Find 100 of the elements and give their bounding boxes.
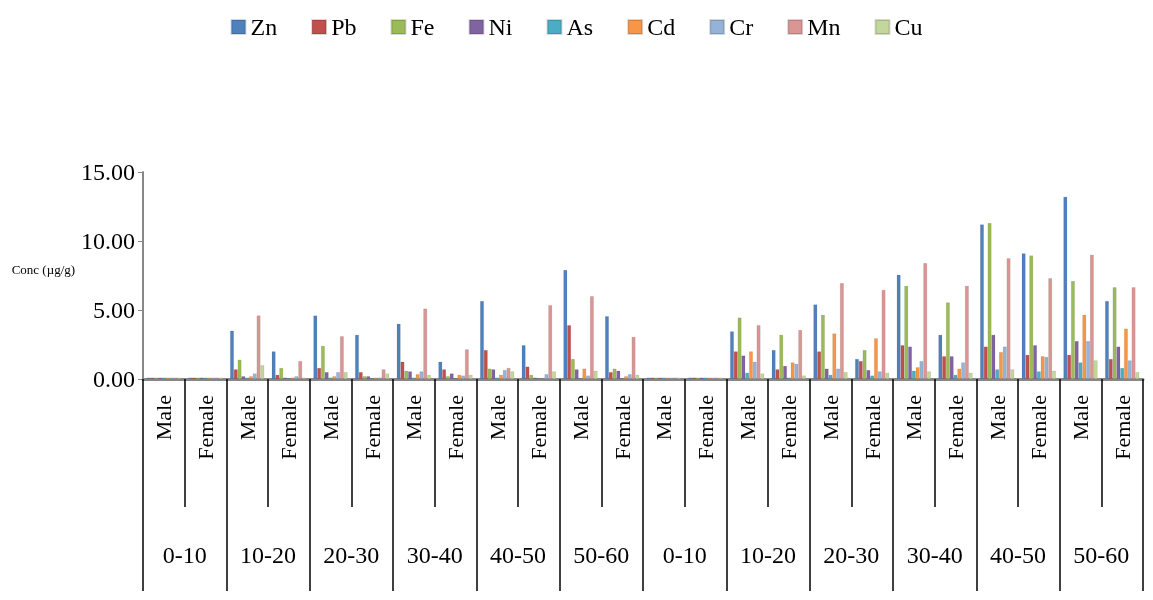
text: 40-50 — [490, 542, 546, 568]
bar — [1021, 253, 1026, 379]
bar — [896, 274, 901, 379]
legend-label: Mn — [807, 14, 841, 40]
bar — [237, 359, 242, 379]
bar — [798, 330, 803, 379]
bar — [521, 345, 526, 379]
bar — [396, 323, 401, 379]
x-tick-label: Male — [818, 395, 843, 441]
bar — [938, 334, 943, 379]
bar — [408, 371, 412, 379]
bar — [491, 369, 496, 379]
x-tick-label: Male — [901, 395, 927, 441]
y-tick-label: 15.00 — [81, 159, 135, 185]
legend-label: Fe — [410, 14, 435, 40]
bar — [904, 285, 909, 379]
bar — [862, 350, 867, 379]
x-tick-label: Female — [359, 395, 385, 460]
bar — [366, 376, 371, 379]
x-tick-label: Male — [484, 395, 510, 441]
x-tick-label: Male — [234, 395, 260, 441]
legend-label: Pb — [331, 14, 357, 40]
bar — [1124, 328, 1128, 379]
bar — [980, 224, 984, 379]
bar — [249, 376, 253, 379]
bar — [624, 376, 628, 379]
bar — [631, 336, 636, 379]
bar — [415, 374, 420, 379]
bar — [480, 301, 484, 379]
bar — [499, 374, 503, 379]
text: 40-50 — [990, 542, 1046, 568]
bar — [1082, 314, 1087, 379]
x-tick-label: Female — [693, 395, 718, 460]
bar — [987, 223, 992, 379]
bar — [506, 367, 511, 379]
bar — [332, 376, 337, 379]
bar — [298, 361, 303, 379]
bar — [438, 361, 443, 379]
bar — [964, 285, 969, 379]
bar — [874, 338, 878, 379]
x-tick-label: Male — [734, 395, 760, 441]
bar — [563, 269, 568, 379]
x-tick-label: Male — [984, 395, 1010, 441]
bar — [510, 371, 515, 379]
x-tick-label: Male — [151, 395, 177, 441]
bar — [821, 314, 825, 379]
bar — [730, 331, 734, 379]
x-tick-label: Female — [193, 395, 218, 460]
bar — [779, 334, 784, 379]
text: 30-40 — [906, 542, 963, 568]
bar — [256, 315, 261, 379]
bar — [230, 330, 234, 379]
text: 20-30 — [323, 542, 380, 568]
bar — [321, 345, 325, 379]
bar — [923, 263, 928, 379]
x-tick-label: Male — [651, 395, 677, 441]
bar — [1089, 254, 1094, 379]
text: 0-10 — [162, 542, 207, 568]
bar — [548, 305, 553, 379]
y-tick-label: 5.00 — [93, 297, 135, 323]
bar — [385, 373, 390, 379]
bar — [771, 350, 776, 379]
bar — [381, 369, 386, 379]
bar — [1131, 287, 1136, 379]
y-axis-title: Conc (µg/g) — [11, 261, 76, 277]
bar — [737, 317, 742, 379]
legend-label: Cd — [647, 14, 676, 40]
bar — [339, 336, 344, 379]
legend-label: Ni — [488, 14, 513, 40]
legend-label: As — [566, 14, 594, 40]
x-tick-label: Female — [1026, 395, 1052, 460]
bar — [1071, 281, 1075, 379]
bar — [839, 283, 844, 379]
bar — [457, 374, 462, 379]
bar — [1040, 356, 1045, 379]
x-tick-label: Female — [859, 395, 885, 460]
bar — [1006, 258, 1011, 379]
y-tick-label: 10.00 — [81, 228, 135, 254]
bar — [313, 315, 318, 379]
bar — [605, 316, 609, 379]
bar — [1105, 301, 1109, 379]
bar — [1112, 287, 1117, 379]
bar — [749, 351, 753, 379]
text: 20-30 — [823, 542, 880, 568]
legend-label: Cu — [894, 14, 923, 40]
bar — [881, 289, 886, 379]
bar — [271, 351, 276, 379]
bar — [362, 376, 367, 379]
text: 50-60 — [1073, 542, 1130, 568]
x-tick-label: Male — [318, 395, 343, 441]
x-tick-label: Female — [1109, 395, 1135, 460]
bar — [355, 334, 359, 379]
bar — [582, 368, 587, 379]
x-tick-label: Male — [568, 395, 593, 441]
bar — [1029, 255, 1034, 379]
text: 0-10 — [662, 542, 707, 568]
bar — [589, 296, 594, 379]
bar — [464, 349, 469, 379]
bar — [423, 308, 428, 379]
bar — [612, 368, 617, 379]
